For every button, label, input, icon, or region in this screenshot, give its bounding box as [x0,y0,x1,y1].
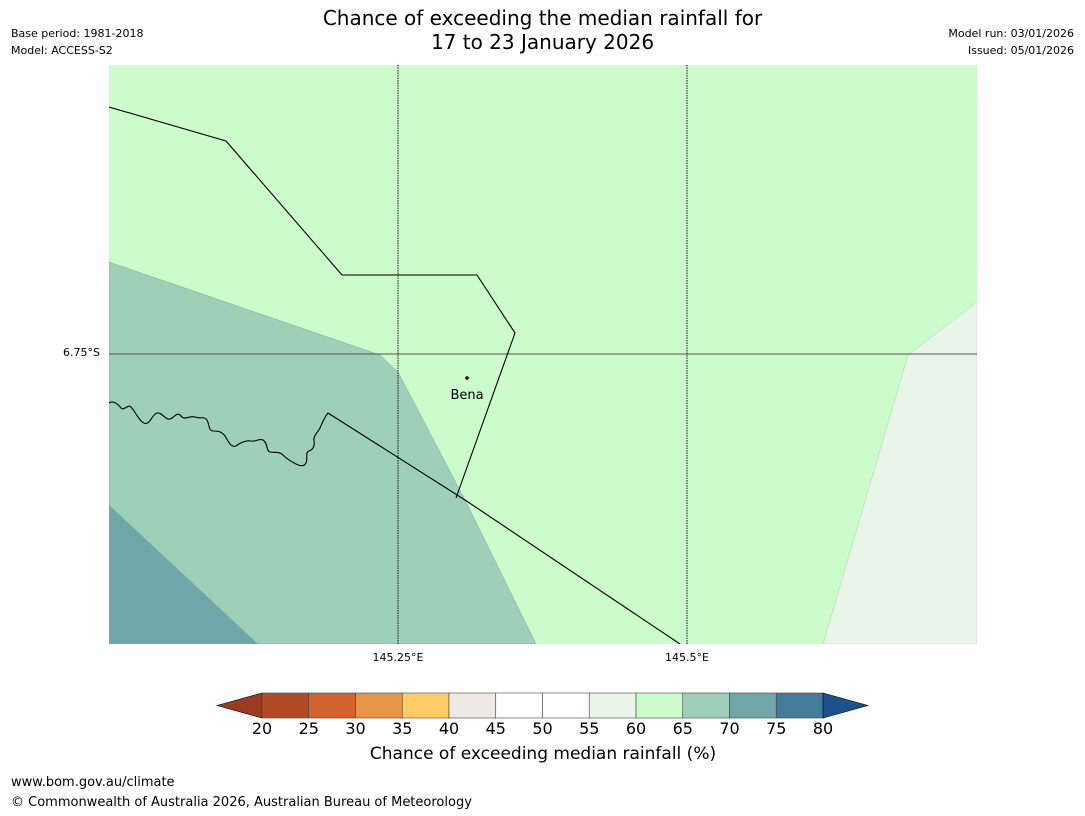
longitude-label-145-5: 145.5°E [665,651,709,664]
province-boundary-south [327,412,681,644]
colorbar-tick-label: 20 [251,719,273,738]
meta-right: Model run: 03/01/2026 Issued: 05/01/2026 [948,25,1074,59]
title-line-2: 17 to 23 January 2026 [430,30,655,54]
title-line-1: Chance of exceeding the median rainfall … [322,6,763,30]
colorbar-segment [401,692,450,719]
river-line [109,401,329,467]
region-70-75 [109,505,258,644]
town-marker [465,376,469,380]
meta-left: Base period: 1981-2018 Model: ACCESS-S2 [11,25,143,59]
latitude-label: 6.75°S [63,346,100,359]
colorbar-segment [635,692,684,719]
town-label-bena: Bena [450,388,484,403]
colorbar-extend-high [822,692,870,719]
chart-title: Chance of exceeding the median rainfall … [0,6,1085,54]
colorbar-segment [542,692,590,719]
colorbar-extend-low [215,692,263,719]
colorbar-segment [355,692,403,719]
colorbar-tick-label: 75 [766,719,787,738]
model-name: Model: ACCESS-S2 [11,44,113,57]
colorbar-segment [775,692,824,719]
region-55-60 [822,301,977,644]
colorbar-segment [729,692,777,719]
colorbar-tick-label: 80 [812,719,834,738]
colorbar-segment [448,692,497,719]
colorbar-tick-label: 30 [345,719,366,738]
colorbar-segment [261,692,310,719]
colorbar [215,692,870,719]
footer-copyright: © Commonwealth of Australia 2026, Austra… [11,795,472,810]
colorbar-tick-label: 55 [579,719,600,738]
colorbar-tick-label: 65 [672,719,693,738]
colorbar-label: Chance of exceeding median rainfall (%) [369,744,717,764]
colorbar-tick-label: 25 [298,719,319,738]
colorbar-segment [495,692,543,719]
longitude-label-145-25: 145.25°E [372,651,424,664]
base-period: Base period: 1981-2018 [11,27,144,40]
colorbar-segment [308,692,356,719]
issued-date: Issued: 05/01/2026 [967,44,1074,57]
colorbar-tick-label: 35 [392,719,413,738]
colorbar-tick-label: 60 [625,719,647,738]
colorbar-tick-label: 45 [485,719,506,738]
colorbar-segment [588,692,637,719]
model-run: Model run: 03/01/2026 [948,27,1074,40]
colorbar-tick-label: 40 [438,719,460,738]
map-plot-area [109,65,977,644]
colorbar-tick-label: 70 [719,719,740,738]
province-boundary-north [109,106,516,499]
colorbar-segment [682,692,730,719]
colorbar-tick-label: 50 [532,719,553,738]
footer-website: www.bom.gov.au/climate [11,775,175,790]
